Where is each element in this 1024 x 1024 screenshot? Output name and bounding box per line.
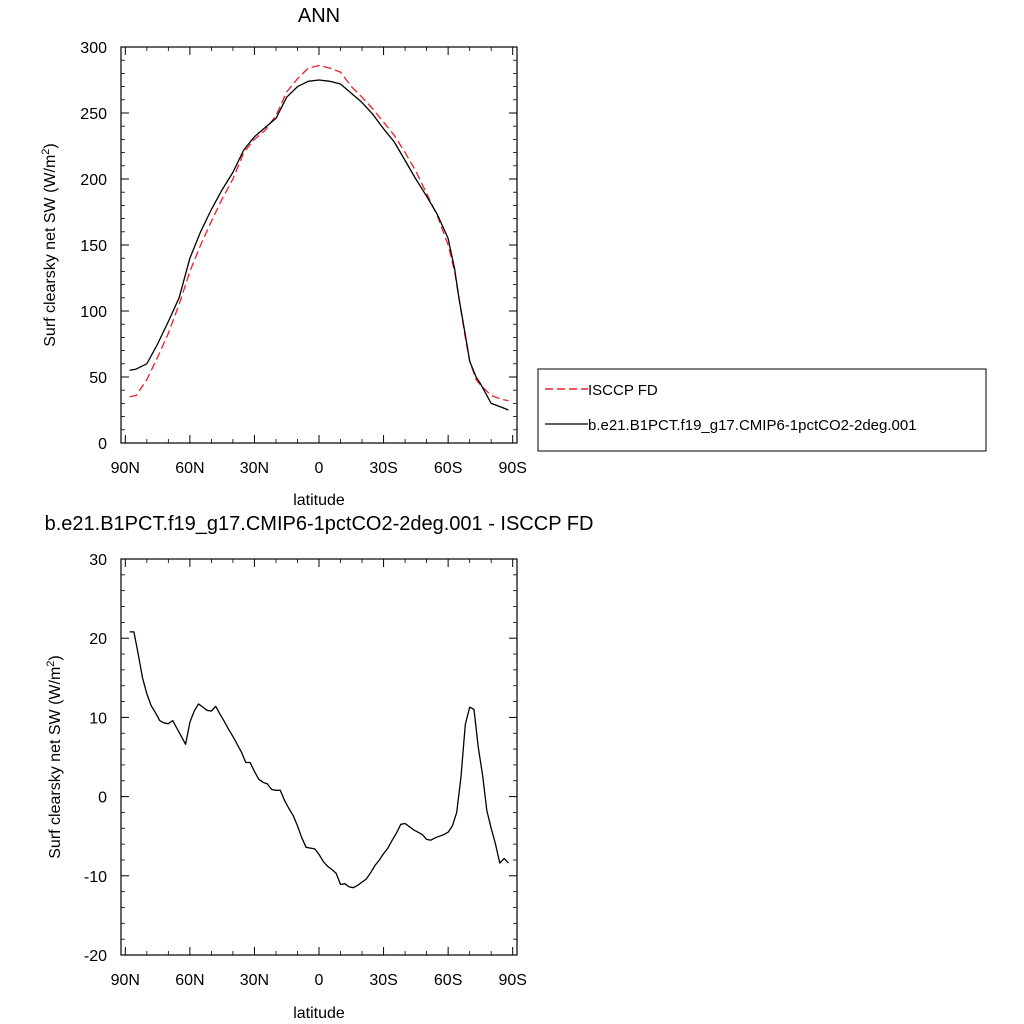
ylabel-top-sup: 2 [40, 149, 52, 155]
ytick-label-bottom: 10 [89, 710, 107, 727]
xtick-label-top: 30N [240, 460, 269, 477]
ytick-label-bottom: 0 [98, 790, 107, 807]
ticks-bottom: -20 -10 0 10 20 30 90N 60N 30N 0 30S 60S 90S [84, 552, 527, 989]
series-top [129, 64, 509, 411]
series-line-bottom-0 [129, 631, 509, 889]
xtick-label-top: 30S [369, 460, 397, 477]
ylabel-bottom-main: Surf clearsky net SW (W/m [47, 667, 64, 859]
ytick-label-top: 250 [80, 106, 107, 123]
legend-label-model: b.e21.B1PCT.f19_g17.CMIP6-1pctCO2-2deg.0… [588, 417, 917, 434]
ytick-label-top: 100 [80, 304, 107, 321]
xtick-label-top: 0 [315, 460, 324, 477]
ylabel-top-close: ) [42, 143, 59, 148]
ytick-label-top: 0 [98, 436, 107, 453]
ytick-label-bottom: 20 [89, 631, 107, 648]
xtick-label-top: 90N [111, 460, 140, 477]
plot-frame-bottom [120, 558, 518, 956]
ytick-label-bottom: 30 [89, 552, 107, 569]
plot-frame-top [120, 46, 518, 444]
series-bottom [129, 631, 509, 889]
xtick-label-top: 90S [498, 460, 526, 477]
title-bottom: b.e21.B1PCT.f19_g17.CMIP6-1pctCO2-2deg.0… [45, 513, 594, 535]
xtick-label-bottom: 30S [369, 972, 397, 989]
ytick-label-bottom: -10 [84, 869, 107, 886]
ytick-label-bottom: -20 [84, 948, 107, 965]
xlabel-bottom: latitude [293, 1005, 345, 1022]
xlabel-top: latitude [293, 492, 345, 509]
ylabel-bottom-close: ) [47, 655, 64, 660]
ytick-label-top: 150 [80, 238, 107, 255]
ylabel-top: Surf clearsky net SW (W/m2) [40, 143, 59, 346]
panel-bottom: b.e21.B1PCT.f19_g17.CMIP6-1pctCO2-2deg.0… [45, 513, 594, 1022]
ytick-label-top: 300 [80, 40, 107, 57]
xtick-label-bottom: 90S [498, 972, 526, 989]
legend: ISCCP FD b.e21.B1PCT.f19_g17.CMIP6-1pctC… [537, 368, 987, 452]
series-line-top-0 [129, 64, 509, 402]
xtick-label-bottom: 0 [315, 972, 324, 989]
ylabel-bottom: Surf clearsky net SW (W/m2) [45, 655, 64, 858]
legend-box [537, 368, 987, 452]
xtick-label-top: 60N [175, 460, 204, 477]
xtick-label-bottom: 60S [434, 972, 462, 989]
ytick-label-top: 200 [80, 172, 107, 189]
ticks-top: 0 50 100 150 200 250 300 90N 60N 30N 0 30S 60S 90S [80, 40, 527, 477]
series-line-top-1 [129, 79, 509, 411]
panel-top: ANN 0 50 100 150 200 250 300 90N 60N 30N 0 30S 60S 90… [40, 5, 987, 509]
xtick-label-bottom: 90N [111, 972, 140, 989]
legend-label-isccp: ISCCP FD [588, 382, 658, 399]
ylabel-bottom-sup: 2 [45, 661, 57, 667]
ytick-label-top: 50 [89, 370, 107, 387]
ylabel-top-main: Surf clearsky net SW (W/m [42, 155, 59, 347]
title-top: ANN [298, 5, 340, 27]
xtick-label-top: 60S [434, 460, 462, 477]
xtick-label-bottom: 30N [240, 972, 269, 989]
xtick-label-bottom: 60N [175, 972, 204, 989]
